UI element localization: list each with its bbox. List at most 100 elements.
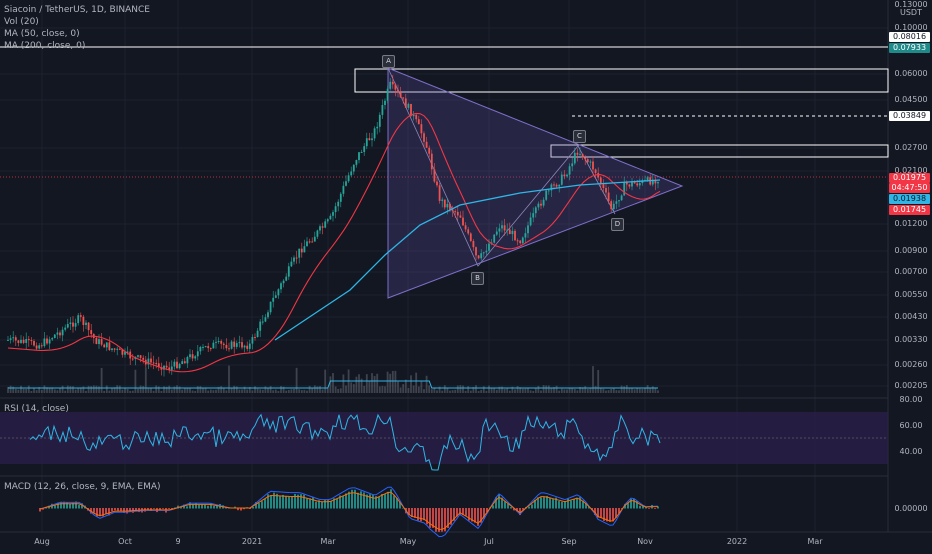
macd-histogram-bar <box>540 497 542 509</box>
volume-bar <box>514 389 516 393</box>
volume-bar <box>399 387 402 393</box>
macd-histogram-bar <box>516 508 518 512</box>
pattern-point-d[interactable]: D <box>611 218 624 231</box>
volume-bar <box>35 390 38 393</box>
volume-bar <box>152 390 155 393</box>
macd-histogram-bar <box>600 508 602 518</box>
candle-body <box>446 203 449 208</box>
volume-bar <box>56 390 59 393</box>
candle-body <box>514 230 516 241</box>
volume-bar <box>22 388 25 393</box>
candle-body <box>545 190 548 200</box>
candle-body <box>550 184 553 191</box>
volume-bar <box>298 389 301 393</box>
candle-body <box>329 215 332 220</box>
candle-body <box>124 351 126 355</box>
macd-histogram-bar <box>528 506 530 509</box>
macd-histogram-bar <box>348 491 350 509</box>
volume-bar <box>415 372 418 393</box>
ma200-legend[interactable]: MA (200, close, 0) <box>4 41 86 51</box>
candle-body <box>269 301 272 313</box>
candle-body <box>568 166 571 175</box>
macd-histogram-bar <box>243 508 245 510</box>
candle-body <box>456 211 459 216</box>
symbol-title[interactable]: Siacoin / TetherUS, 1D, BINANCE <box>4 5 150 15</box>
macd-histogram-bar <box>507 503 509 509</box>
macd-histogram-bar <box>57 502 59 509</box>
time-axis-label: Aug <box>34 537 50 546</box>
macd-label[interactable]: MACD (12, 26, close, 9, EMA, EMA) <box>4 482 161 492</box>
macd-histogram-bar <box>294 493 296 509</box>
volume-bar <box>433 387 436 393</box>
candle-body <box>459 215 462 218</box>
pattern-point-b[interactable]: B <box>471 272 484 285</box>
candle-body <box>212 342 215 349</box>
candle-body <box>267 312 269 318</box>
candle-body <box>298 248 301 258</box>
volume-bar <box>345 385 347 393</box>
volume-bar <box>173 386 176 393</box>
candle-body <box>202 346 204 348</box>
candle-body <box>103 344 106 348</box>
macd-histogram-bar <box>636 500 638 509</box>
volume-bar <box>155 385 158 393</box>
candle-body <box>542 199 545 206</box>
volume-bar <box>321 389 324 393</box>
volume-bar <box>61 385 64 393</box>
macd-histogram-bar <box>657 506 659 509</box>
volume-bar <box>220 386 223 393</box>
pattern-point-c[interactable]: C <box>573 130 586 143</box>
volume-bar <box>202 388 204 393</box>
macd-histogram-bar <box>393 495 395 509</box>
volume-bar <box>290 389 293 393</box>
candle-body <box>389 81 392 89</box>
volume-bar <box>113 387 116 393</box>
price-axis-label: 0.00700 <box>894 267 928 276</box>
macd-histogram-bar <box>585 502 587 509</box>
candle-body <box>628 184 631 187</box>
candle-body <box>95 337 98 345</box>
volume-legend[interactable]: Vol (20) <box>4 17 39 27</box>
candle-body <box>376 126 379 129</box>
candle-body <box>631 182 633 187</box>
candle-body <box>412 114 415 117</box>
volume-bar <box>417 386 420 393</box>
macd-histogram-bar <box>60 501 62 509</box>
macd-histogram-bar <box>555 497 557 509</box>
candle-body <box>246 345 249 349</box>
macd-histogram-bar <box>357 492 359 509</box>
volume-bar <box>316 386 319 393</box>
volume-bar <box>412 385 415 393</box>
candle-body <box>152 362 155 364</box>
rsi-label[interactable]: RSI (14, close) <box>4 404 69 414</box>
volume-bar <box>267 387 269 393</box>
pattern-point-a[interactable]: A <box>382 55 395 68</box>
ma50-legend[interactable]: MA (50, close, 0) <box>4 29 80 39</box>
candle-body <box>425 141 428 148</box>
candle-body <box>573 152 576 164</box>
volume-bar <box>295 367 298 393</box>
candle-body <box>402 97 405 99</box>
time-axis-label: 2021 <box>241 537 263 546</box>
macd-histogram-bar <box>654 508 656 509</box>
candle-body <box>618 200 620 202</box>
candle-body <box>620 195 623 201</box>
macd-histogram-bar <box>363 492 365 509</box>
macd-histogram-bar <box>321 501 323 509</box>
macd-histogram-bar <box>579 497 581 509</box>
candle-body <box>300 248 303 253</box>
candle-body <box>477 255 480 259</box>
macd-histogram-bar <box>510 507 512 509</box>
macd-histogram-bar <box>375 496 377 509</box>
volume-bar <box>378 386 381 393</box>
candle-body <box>651 179 654 185</box>
volume-bar <box>168 385 171 393</box>
volume-bar <box>66 385 69 393</box>
volume-bar <box>131 390 134 393</box>
volume-bar <box>358 374 360 393</box>
volume-bar <box>459 385 462 393</box>
candle-body <box>540 203 542 206</box>
volume-bar <box>425 375 428 393</box>
